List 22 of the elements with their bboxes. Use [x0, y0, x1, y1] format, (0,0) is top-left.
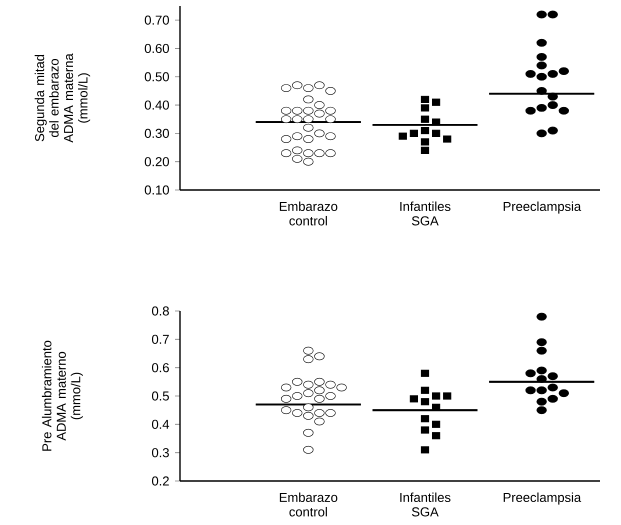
y-tick-label: 0.60	[144, 44, 169, 54]
y-tick-label: 0.4	[152, 420, 170, 429]
y-axis-title: Pre Alumbramiento ADMA materno (mmo/L)	[42, 340, 83, 451]
y-tick-label: 0.30	[144, 128, 169, 138]
y-tick-label: 0.70	[144, 16, 169, 25]
x-tick-label: Preeclampsia	[504, 202, 582, 214]
y-tick-label: 0.40	[144, 100, 169, 110]
y-tick-label: 0.8	[152, 306, 169, 316]
y-tick-label: 0.50	[144, 72, 169, 82]
x-tick-label: Infantiles SGA	[400, 202, 450, 226]
y-tick-label: 0.7	[152, 334, 169, 344]
y-tick-label: 0.3	[152, 448, 169, 458]
x-tick-label: Embarazo control	[280, 492, 338, 516]
y-tick-label: 0.20	[144, 157, 169, 166]
x-tick-label: Embarazo control	[280, 202, 338, 226]
y-tick-label: 0.5	[152, 391, 169, 401]
x-tick-label: Preeclampsia	[504, 492, 582, 505]
y-tick-label: 0.6	[152, 363, 169, 372]
y-tick-label: 0.10	[144, 185, 169, 195]
x-tick-label: Infantiles SGA	[400, 492, 450, 516]
y-axis-title: Segunda mitad del embarazo ADMA materna (mmol/L)	[34, 53, 90, 143]
y-tick-label: 0.2	[152, 476, 169, 486]
